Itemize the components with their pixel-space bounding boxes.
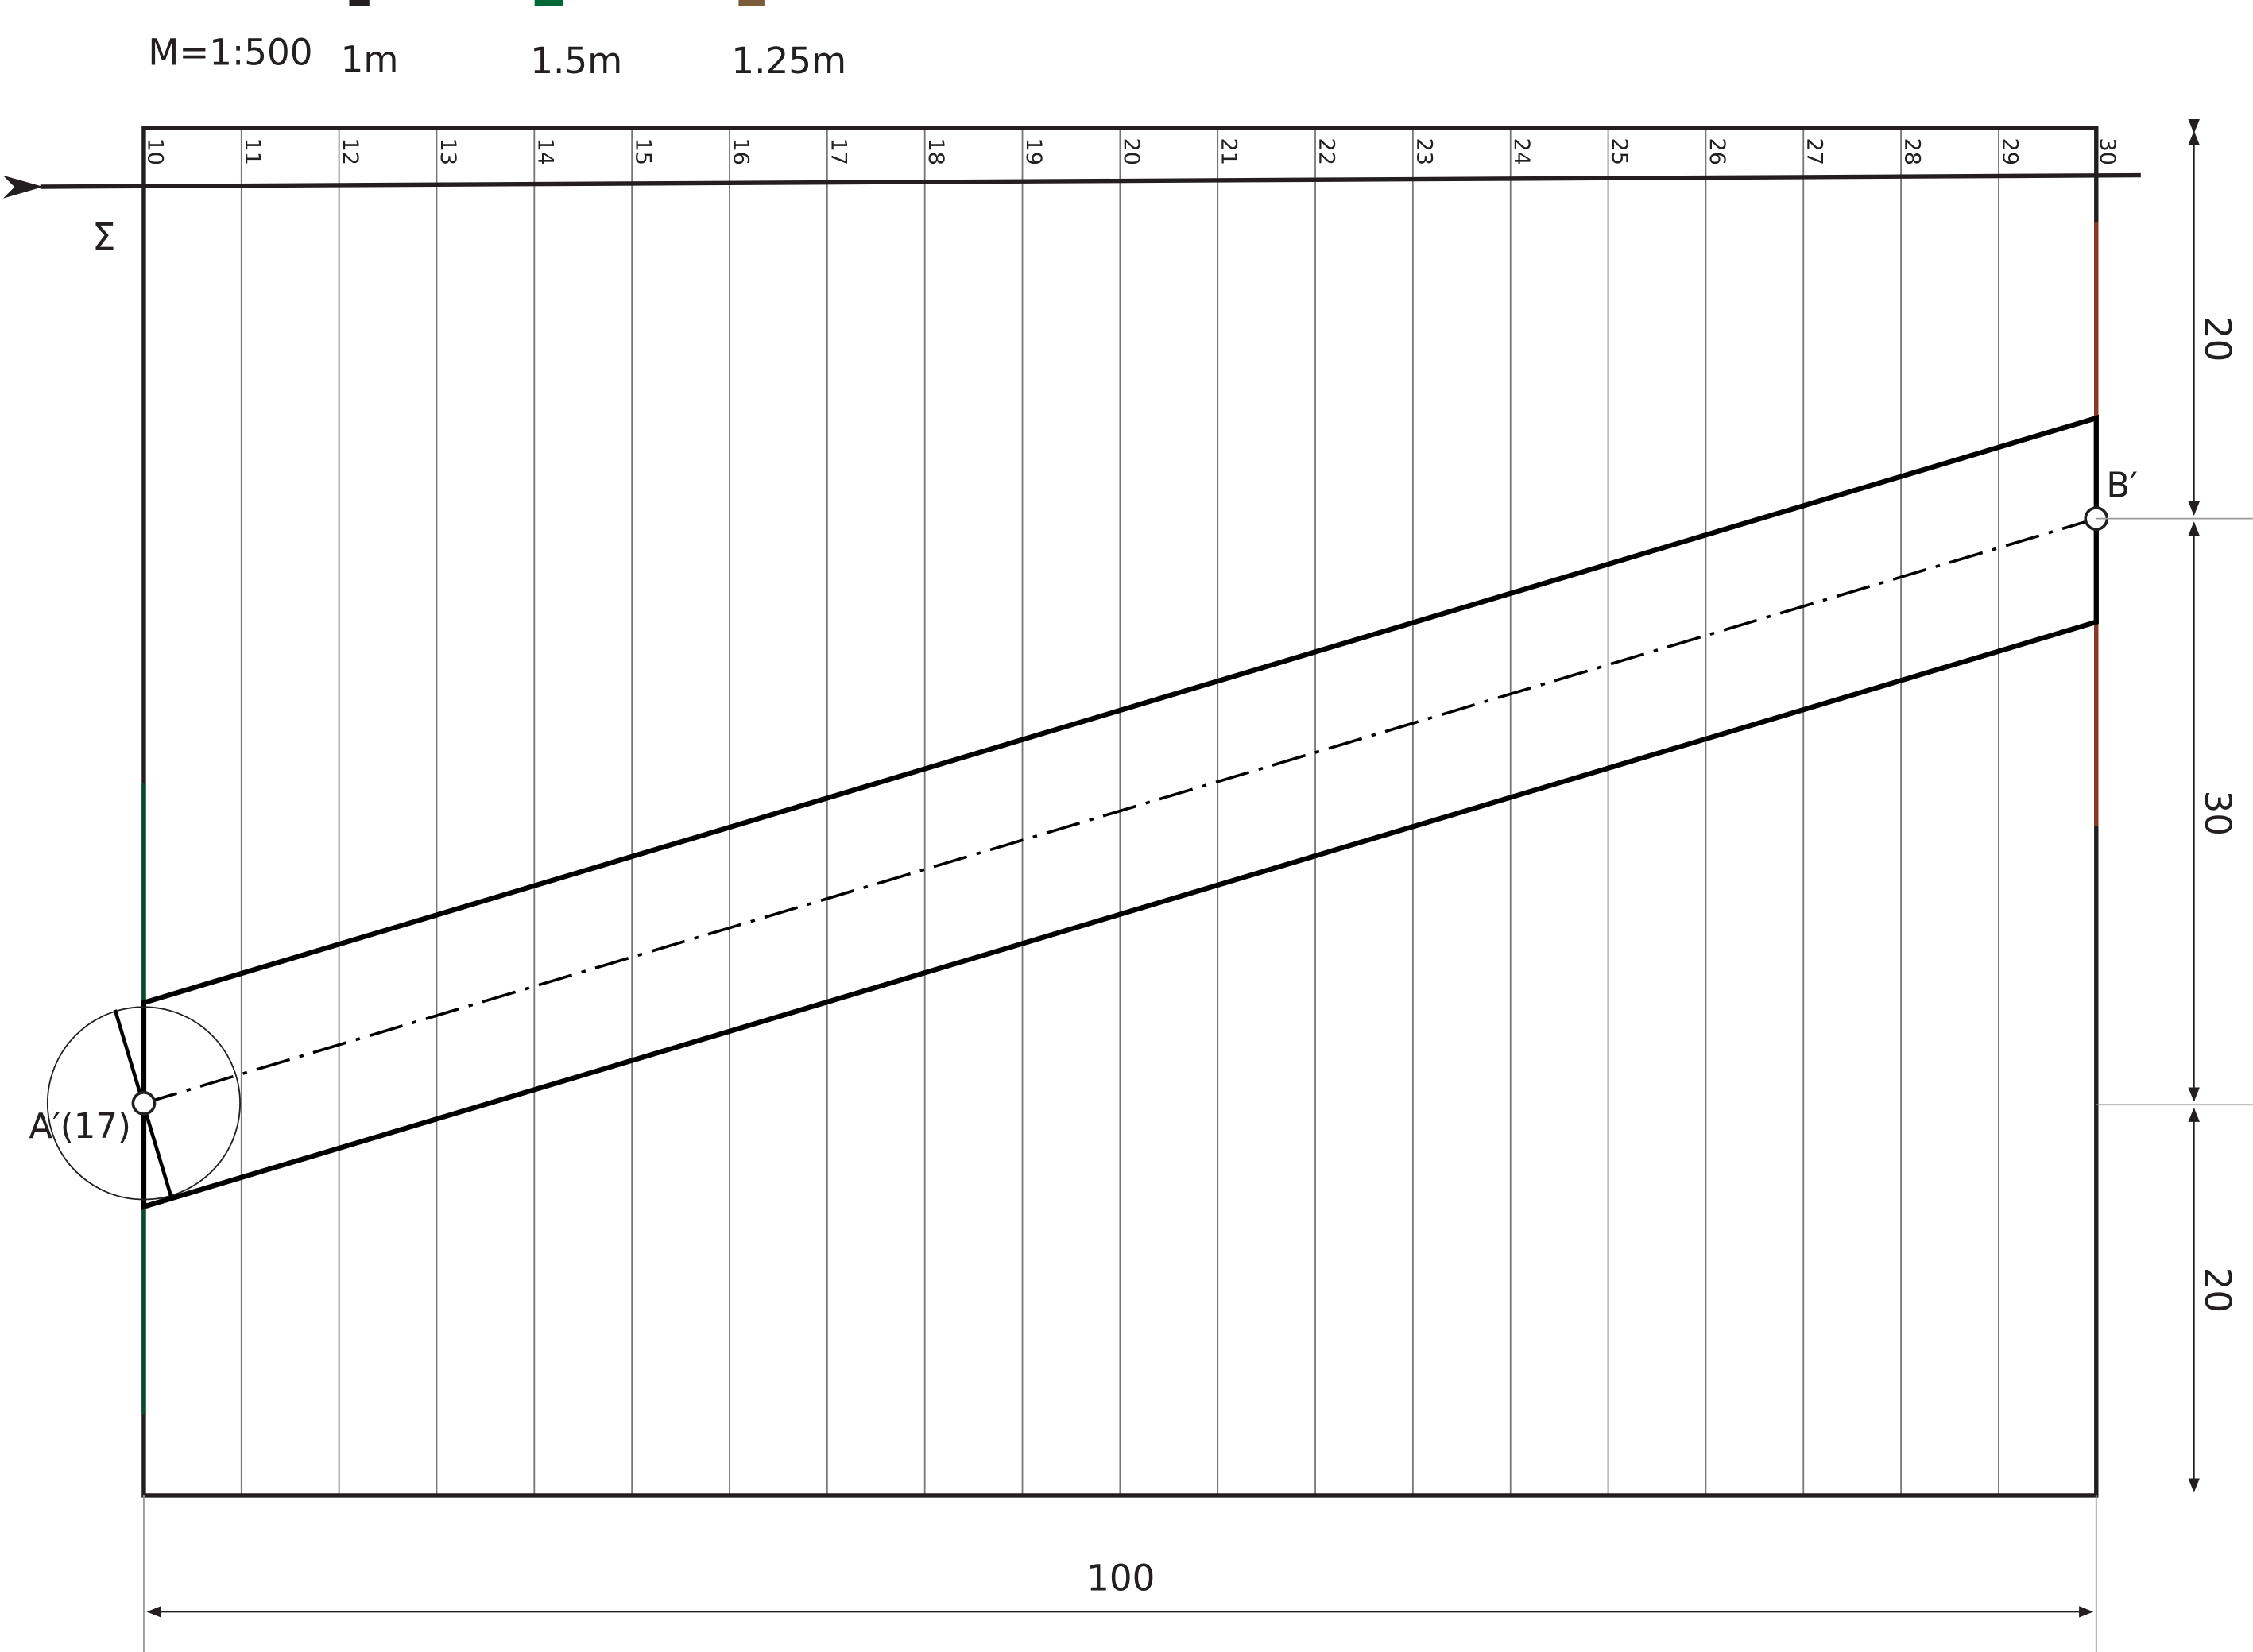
bottom-dimension <box>143 1495 2097 1652</box>
grid-label: 14 <box>533 138 558 166</box>
grid-label: 22 <box>1314 138 1338 166</box>
legend: M=1:500 1m 1.5m 1.25m <box>148 0 846 82</box>
grid-label: 11 <box>240 138 265 166</box>
dim-bottom: 100 <box>1086 1557 1155 1599</box>
grid-label: 13 <box>436 138 460 166</box>
grid-label: 15 <box>631 138 656 166</box>
legend-label-1m: 1m <box>341 38 399 80</box>
centerline <box>143 516 2097 1105</box>
legend-swatch-1.5m <box>534 0 563 6</box>
grid-label: 24 <box>1509 138 1534 166</box>
station-grid: 10 11 12 13 14 15 16 17 18 19 20 21 22 23 24 25 26 27 28 29… <box>142 127 2119 1495</box>
grid-label: 29 <box>1997 138 2022 166</box>
right-dimension <box>2096 119 2253 1493</box>
grid-label: 20 <box>1119 138 1144 166</box>
legend-label-1.25m: 1.25m <box>731 40 846 82</box>
grid-label: 23 <box>1411 138 1436 166</box>
grid-label: 17 <box>826 138 850 166</box>
grid-label: 26 <box>1705 138 1729 166</box>
point-b-label: B′ <box>2106 466 2138 506</box>
legend-swatch-1.25m <box>738 0 765 6</box>
dim-right-3: 20 <box>2197 1267 2239 1313</box>
scale-label: M=1:500 <box>148 31 312 73</box>
grid-label: 18 <box>923 138 948 166</box>
sigma-axis <box>2 172 2141 199</box>
grid-label: 30 <box>2095 138 2119 166</box>
grid-label: 25 <box>1607 138 1632 166</box>
point-a-label: A′(17) <box>29 1107 131 1147</box>
legend-swatch-1m <box>349 0 370 6</box>
radius-circle <box>46 1006 241 1201</box>
road-strip <box>141 414 2099 1210</box>
grid-label: 12 <box>338 138 362 166</box>
grid-label: 21 <box>1217 138 1241 166</box>
point-a <box>131 1091 157 1116</box>
grid-label: 16 <box>728 138 753 166</box>
grid-label: 28 <box>1900 138 1925 166</box>
legend-label-1.5m: 1.5m <box>530 40 622 82</box>
dim-right-1: 20 <box>2197 316 2239 362</box>
grid-label: 19 <box>1021 138 1046 166</box>
sigma-label: Σ <box>92 216 116 260</box>
grid-label: 27 <box>1802 138 1827 166</box>
grid-label: 10 <box>142 138 167 166</box>
dim-right-2: 30 <box>2197 790 2239 836</box>
